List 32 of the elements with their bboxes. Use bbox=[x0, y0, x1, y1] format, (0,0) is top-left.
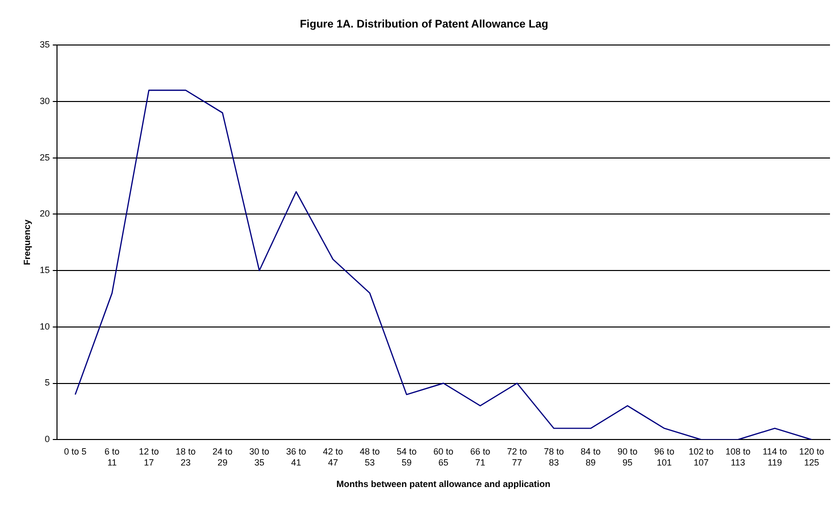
x-tick-label: 108 to 113 bbox=[725, 446, 750, 468]
x-axis-title: Months between patent allowance and application bbox=[336, 479, 550, 490]
y-tick-label: 15 bbox=[40, 265, 50, 276]
y-tick-label: 25 bbox=[40, 152, 50, 162]
x-tick-label: 48 to 53 bbox=[360, 446, 380, 468]
x-tick-label: 54 to 59 bbox=[396, 446, 417, 468]
x-tick-label: 0 to 5 bbox=[64, 446, 86, 456]
x-tick-label: 30 to 35 bbox=[249, 446, 270, 468]
x-tick-label: 84 to 89 bbox=[580, 446, 601, 468]
y-tick-label: 20 bbox=[40, 208, 50, 219]
x-tick-label: 120 to 125 bbox=[799, 446, 824, 468]
y-tick-label: 10 bbox=[40, 321, 50, 332]
x-tick-label: 102 to 107 bbox=[688, 446, 714, 468]
x-tick-label: 42 to 47 bbox=[322, 446, 343, 468]
x-tick-label: 24 to 29 bbox=[212, 446, 233, 468]
x-tick-label: 90 to 95 bbox=[617, 446, 638, 468]
x-tick-label: 78 to 83 bbox=[544, 446, 564, 468]
x-tick-label: 72 to 77 bbox=[507, 446, 528, 468]
x-tick-label: 66 to 71 bbox=[470, 446, 490, 468]
chart-title: Figure 1A. Distribution of Patent Allowance Lag bbox=[300, 18, 548, 31]
y-axis-title: Frequency bbox=[22, 220, 32, 266]
x-tick-label: 114 to 119 bbox=[762, 446, 787, 468]
y-tick-label: 5 bbox=[44, 378, 50, 388]
y-tick-label: 30 bbox=[40, 96, 50, 106]
y-tick-label: 0 bbox=[44, 434, 50, 444]
x-tick-label: 18 to 23 bbox=[176, 446, 196, 468]
x-tick-label: 60 to 65 bbox=[433, 446, 454, 468]
x-tick-label: 96 to 101 bbox=[654, 446, 674, 468]
y-tick-label: 35 bbox=[40, 40, 50, 50]
x-tick-label: 12 to 17 bbox=[138, 446, 159, 468]
x-tick-label: 36 to 41 bbox=[286, 446, 306, 468]
x-tick-label: 6 to 11 bbox=[104, 446, 120, 468]
